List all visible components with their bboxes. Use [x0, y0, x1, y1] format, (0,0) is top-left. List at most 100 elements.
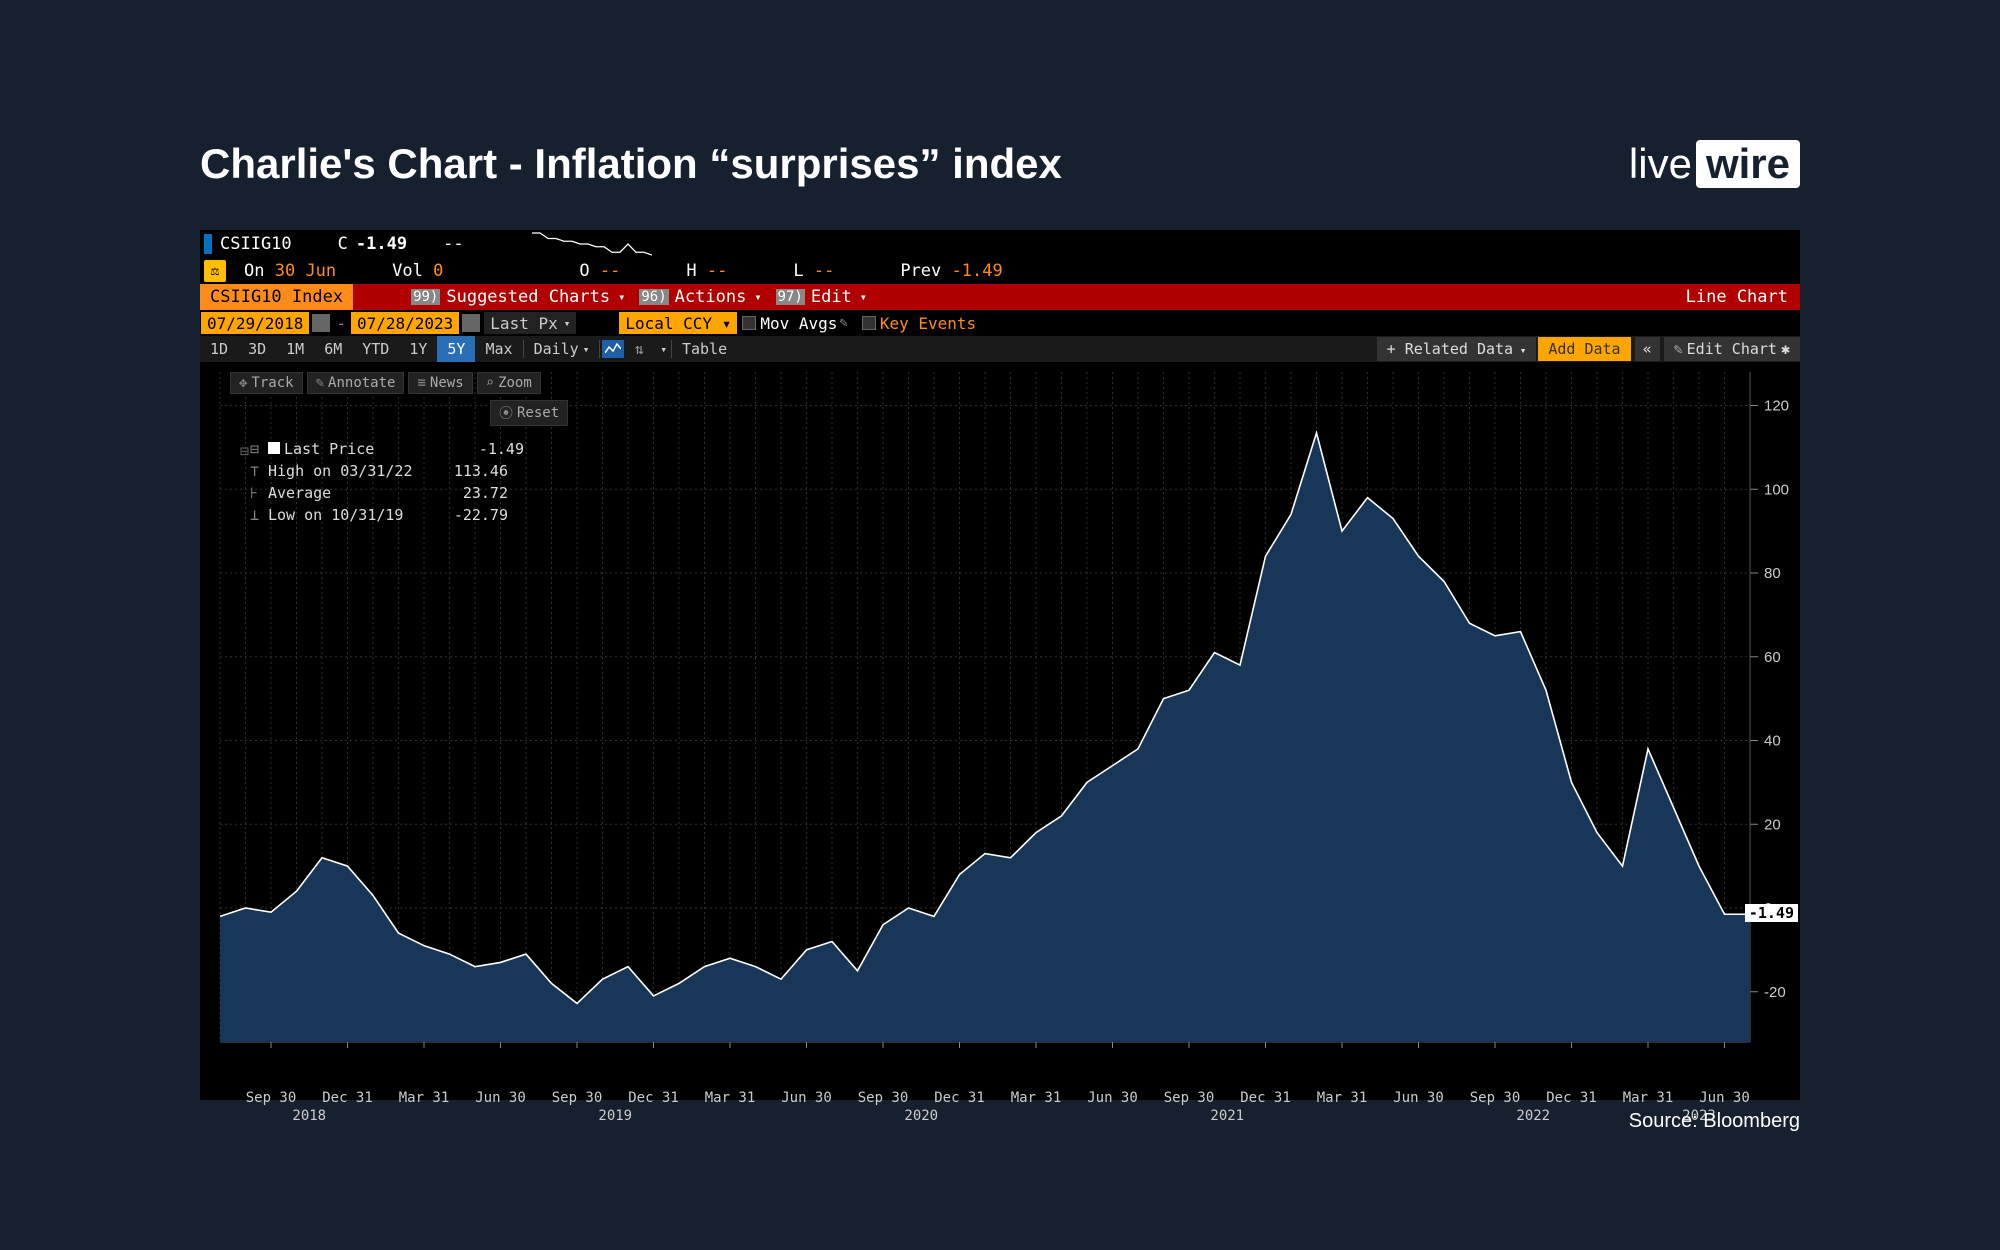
- bloomberg-terminal: CSIIG10 C -1.49 -- ⚖ On 30 Jun Vol 0 O -…: [200, 230, 1800, 1100]
- collapse-button[interactable]: «: [1635, 337, 1660, 361]
- source-label: Source: Bloomberg: [1629, 1110, 1800, 1133]
- logo-right: wire: [1696, 140, 1800, 188]
- x-tick-label: Sep 30: [1470, 1090, 1521, 1106]
- reset-button[interactable]: ⦿Reset: [490, 400, 568, 426]
- x-tick-label: Sep 30: [1164, 1090, 1215, 1106]
- x-tick-label: Sep 30: [246, 1090, 297, 1106]
- line-chart-icon[interactable]: [602, 340, 624, 358]
- mov-avgs-label: Mov Avgs: [760, 314, 837, 333]
- date-to-input[interactable]: 07/28/2023: [351, 312, 459, 334]
- legend-last-price-label: Last Price: [284, 438, 454, 460]
- index-pill[interactable]: CSIIG10 Index: [200, 284, 353, 310]
- terminal-row-5: 1D3D1M6MYTD1Y5YMax Daily ⇅ Table + Relat…: [200, 336, 1800, 362]
- ed-num: 97): [776, 289, 805, 305]
- legend-high-value: 113.46: [438, 460, 508, 482]
- range-1m[interactable]: 1M: [276, 336, 314, 362]
- x-tick-label: Mar 31: [1317, 1090, 1368, 1106]
- dash-1: --: [443, 234, 463, 254]
- x-tick-label: Dec 31: [628, 1090, 679, 1106]
- daily-dropdown[interactable]: Daily: [524, 336, 600, 362]
- x-axis: Sep 30 Dec 31 Mar 31 Jun 30 Sep 30 Dec 31 Mar …: [200, 1088, 1800, 1130]
- prev-value: -1.49: [952, 261, 1003, 281]
- chart-type-label: Line Chart: [1674, 287, 1800, 307]
- livewire-logo: live wire: [1629, 140, 1800, 188]
- terminal-row-2: ⚖ On 30 Jun Vol 0 O -- H -- L -- Prev -1…: [200, 258, 1800, 284]
- terminal-row-3: CSIIG10 Index 99) Suggested Charts 96) A…: [200, 284, 1800, 310]
- x-tick-label: Mar 31: [1623, 1090, 1674, 1106]
- h-label: H: [686, 261, 696, 281]
- zoom-button[interactable]: ⌕Zoom: [477, 372, 541, 394]
- x-tick-label: Sep 30: [858, 1090, 909, 1106]
- x-year-label: 2021: [1210, 1108, 1244, 1124]
- range-1d[interactable]: 1D: [200, 336, 238, 362]
- x-year-label: 2020: [904, 1108, 938, 1124]
- ac-num: 96): [639, 289, 668, 305]
- x-tick-label: Jun 30: [1393, 1090, 1444, 1106]
- terminal-row-4: 07/29/2018 - 07/28/2023 Last Px Local CC…: [200, 310, 1800, 336]
- table-button[interactable]: Table: [672, 336, 737, 362]
- x-tick-label: Jun 30: [1699, 1090, 1750, 1106]
- local-ccy-dropdown[interactable]: Local CCY ▾: [619, 312, 737, 334]
- l-value: --: [814, 261, 834, 281]
- sc-label: Suggested Charts: [446, 287, 610, 307]
- key-events-checkbox[interactable]: [862, 316, 876, 330]
- legend-high-label: High on 03/31/22: [268, 460, 438, 482]
- calendar-icon[interactable]: [462, 314, 480, 332]
- h-value: --: [707, 261, 727, 281]
- pencil-icon[interactable]: ✎: [839, 315, 847, 331]
- edit-chart-button[interactable]: ✎ Edit Chart ✱: [1664, 337, 1800, 361]
- gear-icon[interactable]: ✱: [1781, 340, 1790, 358]
- date-sep: -: [332, 314, 350, 333]
- ac-label: Actions: [675, 287, 747, 307]
- key-events-label: Key Events: [880, 314, 976, 333]
- last-px-dropdown[interactable]: Last Px: [484, 312, 576, 334]
- svg-text:-20: -20: [1764, 984, 1786, 1001]
- x-tick-label: Sep 30: [552, 1090, 603, 1106]
- range-1y[interactable]: 1Y: [399, 336, 437, 362]
- news-button[interactable]: ≡News: [408, 372, 472, 394]
- close-value: -1.49: [356, 234, 407, 254]
- range-max[interactable]: Max: [475, 336, 522, 362]
- chart-style-dropdown[interactable]: [652, 339, 671, 360]
- legend-last-price-value: -1.49: [454, 438, 524, 460]
- range-3d[interactable]: 3D: [238, 336, 276, 362]
- date-from-input[interactable]: 07/29/2018: [201, 312, 309, 334]
- range-ytd[interactable]: YTD: [352, 336, 399, 362]
- legend-avg-value: 23.72: [438, 482, 508, 504]
- x-tick-label: Jun 30: [781, 1090, 832, 1106]
- sparkline-icon: [532, 231, 652, 257]
- chart-area[interactable]: -20020406080100120 ✥Track ✎Annotate ≡New…: [200, 362, 1800, 1088]
- terminal-row-1: CSIIG10 C -1.49 --: [200, 230, 1800, 258]
- calendar-icon[interactable]: [312, 314, 330, 332]
- x-tick-label: Mar 31: [705, 1090, 756, 1106]
- svg-text:20: 20: [1764, 816, 1781, 833]
- on-label: On: [244, 261, 264, 281]
- actions-button[interactable]: 96) Actions: [631, 287, 767, 307]
- track-button[interactable]: ✥Track: [230, 372, 303, 394]
- range-5y[interactable]: 5Y: [437, 336, 475, 362]
- related-data-button[interactable]: + Related Data: [1377, 337, 1537, 361]
- edit-button[interactable]: 97) Edit: [768, 287, 873, 307]
- x-tick-label: Jun 30: [475, 1090, 526, 1106]
- x-year-label: 2022: [1516, 1108, 1550, 1124]
- sc-num: 99): [411, 289, 440, 305]
- x-tick-label: Dec 31: [1240, 1090, 1291, 1106]
- add-data-button[interactable]: Add Data: [1538, 337, 1630, 361]
- x-tick-label: Mar 31: [1011, 1090, 1062, 1106]
- candle-chart-icon[interactable]: ⇅: [628, 340, 650, 358]
- mov-avgs-checkbox[interactable]: [742, 316, 756, 330]
- range-6m[interactable]: 6M: [314, 336, 352, 362]
- legend-low-label: Low on 10/31/19: [268, 504, 438, 526]
- chart-tools: ✥Track ✎Annotate ≡News ⌕Zoom: [230, 372, 541, 394]
- end-value-tag: -1.49: [1745, 904, 1798, 922]
- l-label: L: [793, 261, 803, 281]
- x-year-label: 2019: [598, 1108, 632, 1124]
- annotate-button[interactable]: ✎Annotate: [307, 372, 405, 394]
- suggested-charts-button[interactable]: 99) Suggested Charts: [403, 287, 631, 307]
- legend-tree-icon: ⊟: [240, 442, 249, 460]
- page-title: Charlie's Chart - Inflation “surprises” …: [200, 140, 1062, 188]
- x-tick-label: Dec 31: [1546, 1090, 1597, 1106]
- svg-text:60: 60: [1764, 649, 1781, 666]
- block-icon: [204, 234, 212, 254]
- logo-left: live: [1629, 140, 1692, 188]
